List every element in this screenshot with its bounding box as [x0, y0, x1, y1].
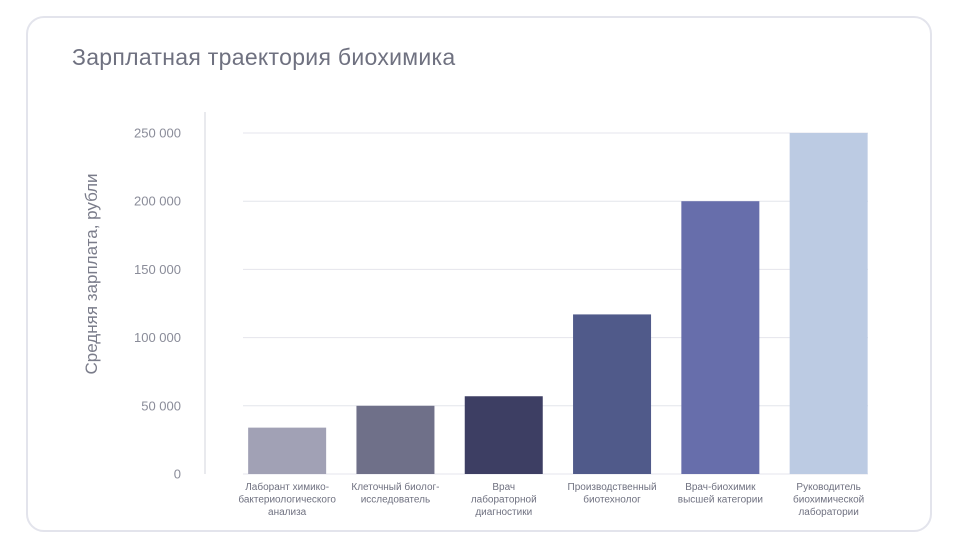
- x-category-label: Врач лабораторной диагностики: [471, 482, 537, 518]
- y-axis-label: Средняя зарплата, рубли: [82, 173, 101, 374]
- bars: [248, 133, 868, 474]
- bar: [356, 405, 435, 474]
- y-tick-label: 150 000: [134, 262, 181, 277]
- bar: [248, 427, 327, 474]
- y-tick-label: 50 000: [141, 398, 181, 413]
- chart-title: Зарплатная траектория биохимика: [72, 44, 456, 70]
- bar: [464, 396, 543, 474]
- y-tick-label: 100 000: [134, 330, 181, 345]
- bar: [789, 133, 868, 474]
- x-category-label: Лаборант химико-бактериологического анали…: [238, 481, 336, 518]
- y-tick-label: 0: [174, 467, 181, 482]
- x-category-label: Производственный биотехнолог: [568, 482, 657, 506]
- x-category-labels: Лаборант химико-бактериологического анали…: [238, 481, 864, 518]
- x-category-label: Клеточный биолог-исследователь: [351, 481, 439, 506]
- x-category-label: Руководитель биохимической лаборатории: [793, 482, 864, 518]
- bar: [681, 201, 760, 474]
- y-tick-label: 250 000: [134, 126, 181, 141]
- y-tick-labels: 0 50 000 100 000 150 000 200 000 250 000: [134, 126, 181, 482]
- gridlines: [243, 132, 868, 475]
- y-tick-label: 200 000: [134, 194, 181, 209]
- x-category-label: Врач-биохимик высшей категории: [678, 481, 763, 506]
- bar: [573, 314, 652, 474]
